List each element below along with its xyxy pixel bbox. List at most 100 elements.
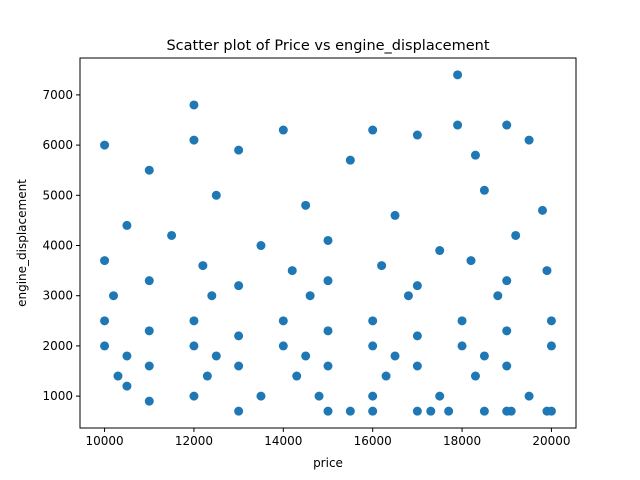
data-point — [368, 391, 378, 401]
x-tick-label: 16000 — [354, 434, 392, 448]
x-axis: 10000 12000 14000 16000 18000 20000 — [85, 428, 571, 448]
data-point — [479, 406, 489, 416]
data-point — [189, 135, 199, 145]
data-point — [109, 291, 119, 301]
data-point — [546, 341, 556, 351]
data-point — [381, 371, 391, 381]
data-point — [287, 266, 297, 276]
data-point — [211, 190, 221, 200]
data-point — [207, 291, 217, 301]
data-point — [189, 341, 199, 351]
y-tick-label: 6000 — [42, 138, 73, 152]
data-point — [506, 406, 516, 416]
data-point — [368, 125, 378, 135]
data-point — [537, 205, 547, 215]
data-point — [502, 326, 512, 336]
data-point — [435, 246, 445, 256]
data-point — [412, 361, 422, 371]
data-point — [189, 316, 199, 326]
data-point — [100, 341, 110, 351]
data-point — [368, 341, 378, 351]
data-point — [457, 341, 467, 351]
data-point — [301, 351, 311, 361]
y-axis: 1000 2000 3000 4000 5000 6000 7000 — [42, 88, 80, 403]
data-point — [278, 341, 288, 351]
data-point — [301, 200, 311, 210]
data-point — [502, 120, 512, 130]
x-axis-label: price — [313, 456, 343, 470]
data-point — [100, 256, 110, 266]
y-tick-label: 1000 — [42, 389, 73, 403]
data-point — [390, 210, 400, 220]
data-point — [144, 165, 154, 175]
y-tick-label: 2000 — [42, 339, 73, 353]
data-point — [234, 406, 244, 416]
data-point — [144, 361, 154, 371]
data-point — [453, 70, 463, 80]
data-point — [113, 371, 123, 381]
data-point — [412, 331, 422, 341]
y-axis-label: engine_displacement — [15, 179, 29, 307]
data-point — [323, 235, 333, 245]
data-point — [100, 140, 110, 150]
data-point — [100, 316, 110, 326]
x-tick-label: 10000 — [85, 434, 123, 448]
data-point — [390, 351, 400, 361]
data-point — [292, 371, 302, 381]
data-point — [426, 406, 436, 416]
data-point — [305, 291, 315, 301]
data-point — [479, 185, 489, 195]
data-point — [466, 256, 476, 266]
data-point — [542, 266, 552, 276]
data-point — [435, 391, 445, 401]
data-point — [189, 100, 199, 110]
data-point — [278, 316, 288, 326]
y-tick-label: 4000 — [42, 239, 73, 253]
data-points — [100, 70, 556, 416]
y-tick-label: 5000 — [42, 188, 73, 202]
data-point — [211, 351, 221, 361]
data-point — [444, 406, 454, 416]
data-point — [453, 120, 463, 130]
data-point — [122, 220, 132, 230]
data-point — [345, 406, 355, 416]
data-point — [323, 406, 333, 416]
data-point — [234, 331, 244, 341]
data-point — [144, 276, 154, 286]
data-point — [189, 391, 199, 401]
data-point — [323, 276, 333, 286]
data-point — [256, 391, 266, 401]
y-tick-label: 3000 — [42, 289, 73, 303]
data-point — [502, 276, 512, 286]
data-point — [234, 361, 244, 371]
data-point — [278, 125, 288, 135]
data-point — [403, 291, 413, 301]
data-point — [479, 351, 489, 361]
data-point — [511, 230, 521, 240]
data-point — [412, 130, 422, 140]
x-tick-label: 18000 — [443, 434, 481, 448]
data-point — [412, 281, 422, 291]
y-tick-label: 7000 — [42, 88, 73, 102]
data-point — [314, 391, 324, 401]
data-point — [323, 326, 333, 336]
data-point — [470, 150, 480, 160]
x-tick-label: 12000 — [175, 434, 213, 448]
data-point — [345, 155, 355, 165]
data-point — [412, 406, 422, 416]
data-point — [122, 381, 132, 391]
data-point — [524, 391, 534, 401]
data-point — [524, 135, 534, 145]
data-point — [368, 406, 378, 416]
data-point — [198, 261, 208, 271]
data-point — [256, 241, 266, 251]
data-point — [202, 371, 212, 381]
data-point — [234, 145, 244, 155]
x-tick-label: 20000 — [532, 434, 570, 448]
data-point — [323, 361, 333, 371]
data-point — [546, 316, 556, 326]
data-point — [502, 361, 512, 371]
data-point — [493, 291, 503, 301]
data-point — [144, 396, 154, 406]
